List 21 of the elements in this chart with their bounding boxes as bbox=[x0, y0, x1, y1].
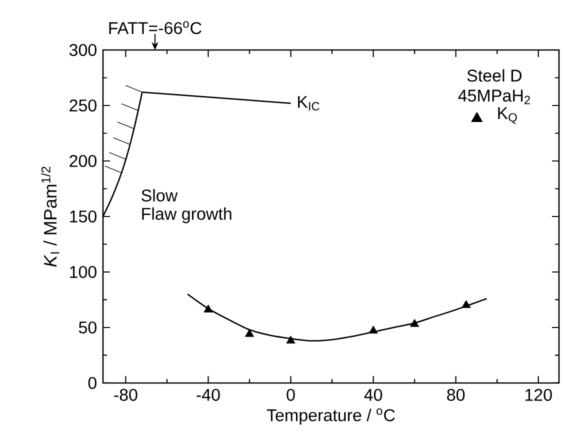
y-tick-label: 250 bbox=[70, 99, 96, 112]
y-tick-label: 100 bbox=[70, 266, 96, 278]
annotation: Slow bbox=[142, 189, 178, 202]
legend-label: K$_{Q}$ bbox=[498, 107, 517, 124]
x-tick-label: 0 bbox=[286, 388, 295, 401]
x-tick-label: 80 bbox=[447, 388, 465, 401]
x-axis-title: Temperature / $^{o}$C bbox=[266, 408, 395, 425]
annotation: Flaw growth bbox=[142, 207, 232, 224]
y-tick-label: 50 bbox=[78, 321, 96, 334]
x-tick-label: 40 bbox=[364, 388, 382, 401]
x-tick-label: 120 bbox=[525, 388, 552, 401]
y-tick-label: 300 bbox=[69, 44, 96, 56]
y-tick-label: 200 bbox=[70, 154, 96, 168]
x-tick-label: -40 bbox=[196, 388, 220, 401]
y-tick-label: 0 bbox=[88, 376, 96, 390]
y-tick-label: 150 bbox=[70, 210, 96, 223]
x-tick-label: -80 bbox=[114, 388, 138, 401]
series-label: K$_{IC}$ bbox=[298, 96, 320, 110]
legend-title: Steel D 45MPaH$_{2}$ bbox=[458, 69, 530, 104]
y-axis-title: K$_{I}$ / MPam$^{1/2}$ bbox=[41, 166, 60, 267]
text: FATT=-66$^{o}$C bbox=[109, 21, 202, 34]
